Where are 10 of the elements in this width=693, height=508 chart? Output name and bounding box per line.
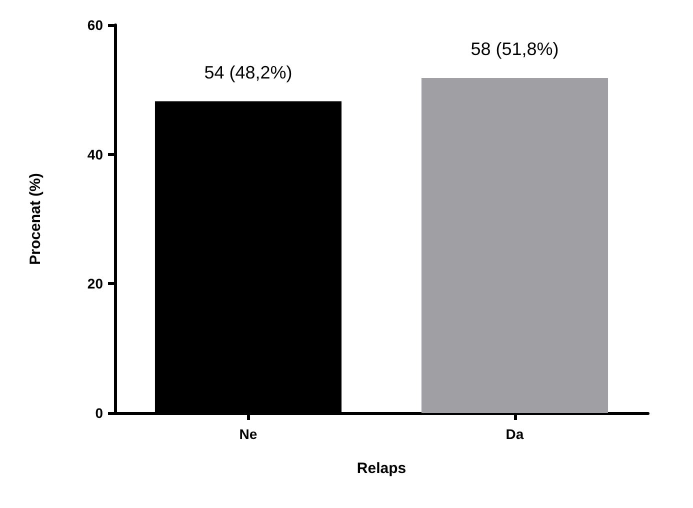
x-axis-title: Relaps (356, 460, 406, 477)
x-tick-label: Ne (239, 426, 258, 442)
x-tick-label: Da (506, 426, 524, 442)
y-tick-label: 0 (95, 405, 104, 421)
data-label: 54 (48,2%) (204, 62, 292, 82)
y-tick-label: 40 (87, 146, 104, 162)
y-tick-label: 20 (87, 276, 104, 292)
y-tick-label: 60 (87, 17, 104, 33)
data-label: 58 (51,8%) (470, 39, 559, 60)
y-axis-title: Procenat (%) (27, 173, 44, 265)
